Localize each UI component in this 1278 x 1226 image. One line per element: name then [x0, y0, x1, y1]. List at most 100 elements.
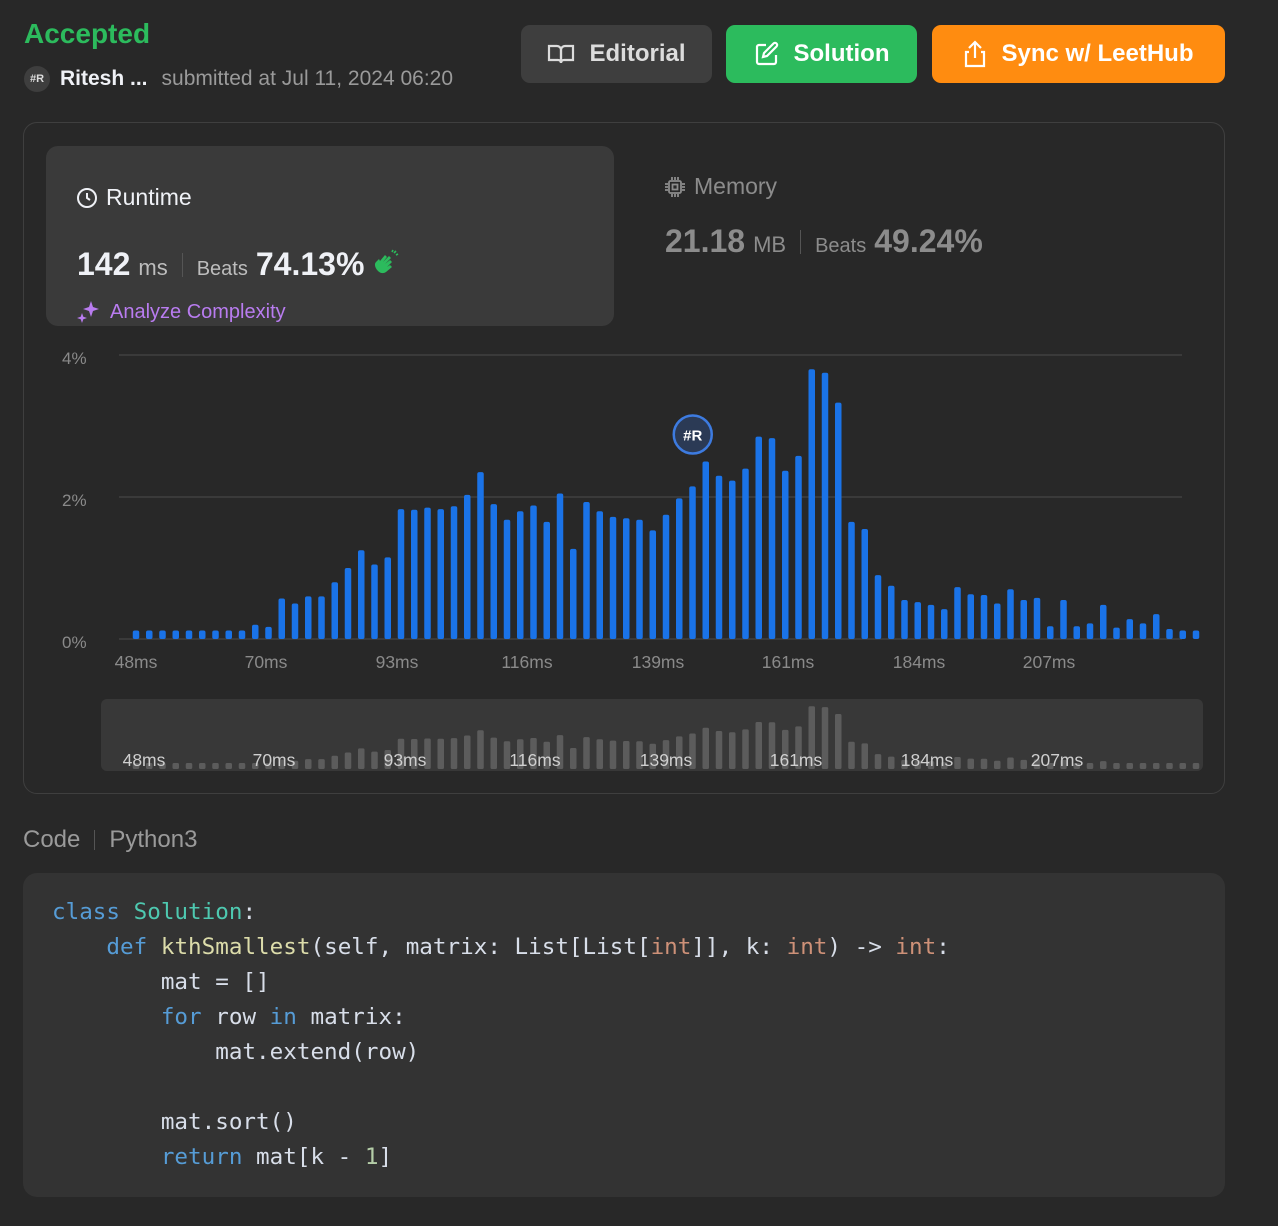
- runtime-value: 142: [77, 246, 131, 282]
- minimap-bar: [702, 727, 709, 769]
- runtime-beats-value: 74.13%: [255, 246, 365, 282]
- minimap-bar: [1086, 763, 1094, 769]
- x-tick-label: 116ms: [501, 652, 552, 672]
- minimap-bar: [941, 762, 948, 769]
- y-tick-label: 0%: [62, 633, 87, 652]
- x-tick-label: 70ms: [245, 652, 288, 672]
- minimap-bar: [623, 740, 630, 769]
- submission-marker-label: #R: [683, 428, 702, 445]
- memory-beats-label: Beats: [815, 235, 867, 257]
- sync-leethub-button[interactable]: Sync w/ LeetHub: [932, 25, 1225, 83]
- minimap-bar: [1047, 763, 1054, 769]
- minimap-bar: [1020, 759, 1027, 769]
- bar: [556, 493, 564, 639]
- bar: [808, 369, 815, 639]
- minimap-bar: [782, 729, 789, 769]
- minimap-bar: [411, 738, 418, 769]
- runtime-title-label: Runtime: [106, 184, 192, 210]
- bar: [490, 504, 497, 639]
- code-block[interactable]: class Solution: def kthSmallest(self, ma…: [23, 873, 1225, 1197]
- minimap-bar: [530, 737, 537, 769]
- bar: [225, 630, 232, 639]
- bar: [623, 518, 630, 639]
- minimap-bar: [199, 763, 206, 769]
- share-icon: [965, 40, 986, 68]
- minimap-bar: [358, 748, 365, 769]
- editorial-button[interactable]: Editorial: [521, 25, 712, 83]
- minimap-bar: [636, 741, 643, 769]
- minimap-tick-label: 93ms: [384, 750, 427, 770]
- minimap-bar: [517, 739, 524, 769]
- minimap-bar: [768, 722, 776, 769]
- solution-button[interactable]: Solution: [726, 25, 917, 83]
- bar: [199, 630, 206, 639]
- bar: [411, 509, 418, 639]
- minimap-bar: [291, 760, 299, 769]
- editorial-label: Editorial: [589, 40, 686, 67]
- bar: [1086, 623, 1094, 639]
- minimap-bar: [689, 733, 696, 769]
- runtime-distribution-chart[interactable]: 4% 2% 0% #R 48ms 70ms 93ms 116ms 139ms 161ms 184ms…: [24, 123, 1224, 793]
- bar: [676, 498, 683, 639]
- bar: [967, 594, 974, 639]
- bar: [477, 472, 484, 639]
- minimap-bar: [1192, 763, 1200, 769]
- bar: [583, 501, 590, 639]
- minimap-tick-label: 70ms: [253, 750, 296, 770]
- bar: [172, 630, 179, 639]
- bar: [517, 511, 524, 639]
- minimap-bar: [808, 706, 815, 769]
- bar: [238, 630, 246, 639]
- minimap-bar: [742, 729, 749, 769]
- minimap-bar: [543, 741, 550, 769]
- minimap-bar: [1073, 763, 1080, 769]
- bar: [994, 603, 1001, 639]
- analyze-complexity-link[interactable]: Analyze Complexity: [76, 299, 286, 325]
- minimap-bar: [596, 739, 603, 769]
- minimap-bar: [278, 759, 285, 769]
- bar: [331, 582, 338, 639]
- minimap-bar: [384, 750, 391, 769]
- divider: [800, 229, 802, 254]
- bar: [768, 438, 776, 639]
- bar: [464, 494, 471, 639]
- bar: [1113, 627, 1120, 639]
- minimap-bar: [914, 760, 921, 769]
- bar: [782, 470, 789, 639]
- minimap-bar: [424, 738, 431, 769]
- minimap-bar: [437, 738, 444, 769]
- minimap-bar: [583, 737, 590, 769]
- bar: [384, 557, 391, 639]
- minimap-bar: [901, 759, 908, 769]
- bar: [927, 604, 935, 639]
- bar: [636, 519, 643, 639]
- memory-stats: 21.18 MB Beats 49.24%: [665, 223, 983, 260]
- minimap-tick-label: 207ms: [1031, 750, 1084, 770]
- bar: [888, 585, 895, 639]
- minimap-bar: [397, 738, 405, 769]
- memory-beats-value: 49.24%: [874, 223, 983, 259]
- minimap-bar: [132, 763, 140, 769]
- avatar[interactable]: #R: [24, 66, 50, 92]
- memory-tab[interactable]: Memory: [664, 173, 777, 200]
- minimap-bar: [835, 714, 842, 769]
- minimap-bar: [848, 741, 855, 769]
- minimap-bar: [477, 730, 484, 769]
- minimap-bar: [172, 763, 179, 769]
- minimap-bar: [795, 726, 802, 769]
- minimap-bar: [1179, 763, 1186, 769]
- memory-value: 21.18: [665, 223, 746, 259]
- stats-panel: Runtime 142 ms Beats 74.13% Analyze Comp…: [23, 122, 1225, 794]
- bar: [1126, 619, 1133, 639]
- minimap-bar: [146, 763, 153, 769]
- username[interactable]: Ritesh ...: [60, 67, 148, 90]
- minimap-bar: [503, 741, 511, 769]
- minimap-bar: [371, 751, 378, 769]
- minimap-bar: [225, 763, 232, 769]
- bar: [146, 630, 153, 639]
- minimap-bar: [1126, 763, 1133, 769]
- bar: [649, 530, 656, 639]
- bar: [159, 630, 166, 639]
- runtime-card[interactable]: Runtime 142 ms Beats 74.13% Analyze Comp…: [46, 146, 614, 326]
- minimap-bar: [994, 760, 1001, 769]
